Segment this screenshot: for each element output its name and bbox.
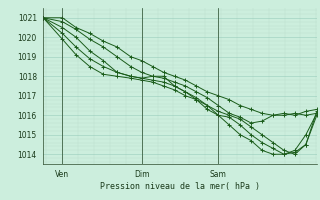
X-axis label: Pression niveau de la mer( hPa ): Pression niveau de la mer( hPa ) bbox=[100, 182, 260, 191]
